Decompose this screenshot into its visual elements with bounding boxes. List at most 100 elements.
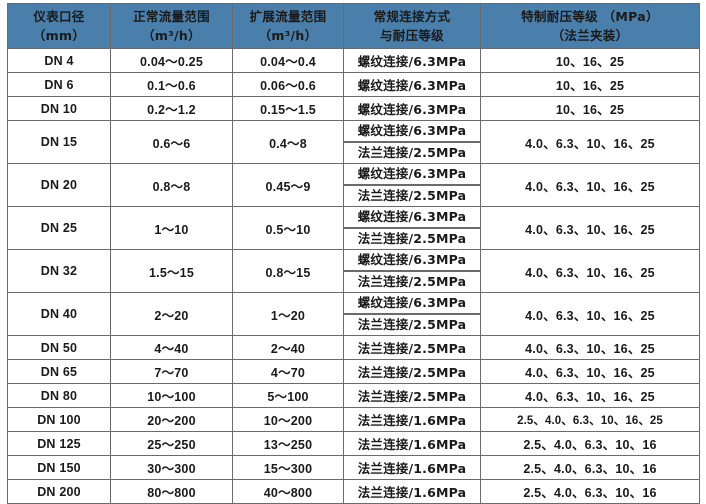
- cell-extended-flow-range: 0.04～0.4: [232, 48, 344, 73]
- cell-special-pressure-rating: 2.5、4.0、6.3、10、16、25: [480, 407, 700, 432]
- table-body: DN 4 0.04～0.25 0.04～0.4 螺纹连接/6.3MPa 10、16、25…: [7, 48, 700, 504]
- cell-connection-type: 螺纹连接/6.3MPa: [343, 96, 481, 121]
- cell-special-pressure-rating: 4.0、6.3、10、16、25: [480, 120, 700, 164]
- cell-extended-flow-range: 0.06～0.6: [232, 72, 344, 97]
- connection-option: 螺纹连接/6.3MPa: [344, 207, 480, 229]
- cell-connection-type: 法兰连接/1.6MPa: [343, 455, 481, 480]
- cell-extended-flow-range: 0.5～10: [232, 206, 344, 250]
- cell-connection-type: 螺纹连接/6.3MPa 法兰连接/2.5MPa: [343, 120, 481, 164]
- cell-normal-flow-range: 0.2～1.2: [110, 96, 233, 121]
- cell-nominal-diameter: DN 200: [7, 479, 111, 504]
- cell-normal-flow-range: 0.04～0.25: [110, 48, 233, 73]
- cell-nominal-diameter: DN 15: [7, 120, 111, 164]
- cell-extended-flow-range: 4～70: [232, 359, 344, 384]
- column-header-special-pressure-rating: 特制耐压等级 （MPa） （法兰夹装）: [480, 3, 700, 49]
- cell-connection-type: 螺纹连接/6.3MPa: [343, 72, 481, 97]
- cell-special-pressure-rating: 2.5、4.0、6.3、10、16: [480, 431, 700, 456]
- column-header-normal-flow-range: 正常流量范围 （m³/h）: [110, 3, 233, 49]
- table-row: DN 25 1～10 0.5～10 螺纹连接/6.3MPa 法兰连接/2.5MPa 4.0…: [7, 206, 700, 250]
- cell-extended-flow-range: 0.45～9: [232, 163, 344, 207]
- connection-option: 螺纹连接/6.3MPa: [344, 121, 480, 143]
- connection-option: 螺纹连接/6.3MPa: [344, 164, 480, 186]
- column-header-line1: 仪表口径: [33, 8, 85, 24]
- cell-connection-type: 法兰连接/1.6MPa: [343, 407, 481, 432]
- column-header-line1: 正常流量范围: [133, 8, 210, 24]
- connection-option: 法兰连接/2.5MPa: [357, 188, 467, 203]
- column-header-standard-connection: 常规连接方式 与耐压等级: [343, 3, 481, 49]
- table-row: DN 100 20～200 10～200 法兰连接/1.6MPa 2.5、4.0、6.3…: [7, 407, 700, 432]
- table-row: DN 50 4～40 2～40 法兰连接/2.5MPa 4.0、6.3、10、16、25: [7, 335, 700, 360]
- cell-normal-flow-range: 20～200: [110, 407, 233, 432]
- cell-normal-flow-range: 1～10: [110, 206, 233, 250]
- cell-nominal-diameter: DN 80: [7, 383, 111, 408]
- flowmeter-specification-table: 仪表口径 （mm） 正常流量范围 （m³/h） 扩展流量范围 （m³/h） 常规…: [7, 3, 700, 504]
- cell-extended-flow-range: 0.8～15: [232, 249, 344, 293]
- connection-option: 螺纹连接/6.3MPa: [344, 293, 480, 315]
- cell-normal-flow-range: 80～800: [110, 479, 233, 504]
- cell-nominal-diameter: DN 6: [7, 72, 111, 97]
- cell-normal-flow-range: 2～20: [110, 292, 233, 336]
- cell-normal-flow-range: 1.5～15: [110, 249, 233, 293]
- cell-special-pressure-rating: 4.0、6.3、10、16、25: [480, 292, 700, 336]
- cell-nominal-diameter: DN 100: [7, 407, 111, 432]
- column-header-line2: （mm）: [32, 28, 86, 43]
- cell-special-pressure-rating: 4.0、6.3、10、16、25: [480, 335, 700, 360]
- cell-nominal-diameter: DN 65: [7, 359, 111, 384]
- cell-connection-type: 螺纹连接/6.3MPa 法兰连接/2.5MPa: [343, 206, 481, 250]
- cell-special-pressure-rating: 2.5、4.0、6.3、10、16: [480, 479, 700, 504]
- table-row: DN 15 0.6～6 0.4～8 螺纹连接/6.3MPa 法兰连接/2.5MPa 4.0…: [7, 120, 700, 164]
- column-header-line2: 与耐压等级: [379, 28, 444, 43]
- cell-extended-flow-range: 1～20: [232, 292, 344, 336]
- cell-connection-type: 螺纹连接/6.3MPa: [343, 48, 481, 73]
- cell-extended-flow-range: 2～40: [232, 335, 344, 360]
- cell-special-pressure-rating: 2.5、4.0、6.3、10、16: [480, 455, 700, 480]
- cell-nominal-diameter: DN 4: [7, 48, 111, 73]
- connection-option: 法兰连接/2.5MPa: [357, 317, 467, 332]
- cell-special-pressure-rating: 10、16、25: [480, 96, 700, 121]
- cell-connection-type: 法兰连接/2.5MPa: [343, 383, 481, 408]
- cell-extended-flow-range: 5～100: [232, 383, 344, 408]
- column-header-line2: （m³/h）: [258, 28, 318, 43]
- cell-extended-flow-range: 10～200: [232, 407, 344, 432]
- column-header-line1: 扩展流量范围: [249, 8, 327, 24]
- cell-nominal-diameter: DN 150: [7, 455, 111, 480]
- cell-extended-flow-range: 13～250: [232, 431, 344, 456]
- connection-option: 螺纹连接/6.3MPa: [344, 250, 480, 272]
- column-header-nominal-diameter: 仪表口径 （mm）: [7, 3, 111, 49]
- cell-normal-flow-range: 0.8～8: [110, 163, 233, 207]
- table-row: DN 150 30～300 15～300 法兰连接/1.6MPa 2.5、4.0、6.3…: [7, 455, 700, 480]
- specification-table-container: 仪表口径 （mm） 正常流量范围 （m³/h） 扩展流量范围 （m³/h） 常规…: [7, 3, 700, 504]
- cell-connection-type: 螺纹连接/6.3MPa 法兰连接/2.5MPa: [343, 292, 481, 336]
- cell-nominal-diameter: DN 25: [7, 206, 111, 250]
- cell-special-pressure-rating: 4.0、6.3、10、16、25: [480, 383, 700, 408]
- table-row: DN 10 0.2～1.2 0.15～1.5 螺纹连接/6.3MPa 10、16、25: [7, 96, 700, 121]
- column-header-extended-flow-range: 扩展流量范围 （m³/h）: [232, 3, 344, 49]
- cell-nominal-diameter: DN 10: [7, 96, 111, 121]
- cell-normal-flow-range: 7～70: [110, 359, 233, 384]
- cell-nominal-diameter: DN 40: [7, 292, 111, 336]
- cell-extended-flow-range: 40～800: [232, 479, 344, 504]
- cell-special-pressure-rating: 4.0、6.3、10、16、25: [480, 163, 700, 207]
- cell-normal-flow-range: 0.6～6: [110, 120, 233, 164]
- cell-nominal-diameter: DN 50: [7, 335, 111, 360]
- table-row: DN 200 80～800 40～800 法兰连接/1.6MPa 2.5、4.0、6.3…: [7, 479, 700, 504]
- cell-nominal-diameter: DN 125: [7, 431, 111, 456]
- cell-nominal-diameter: DN 20: [7, 163, 111, 207]
- cell-normal-flow-range: 10～100: [110, 383, 233, 408]
- table-row: DN 32 1.5～15 0.8～15 螺纹连接/6.3MPa 法兰连接/2.5MPa 4…: [7, 249, 700, 293]
- cell-special-pressure-rating: 4.0、6.3、10、16、25: [480, 249, 700, 293]
- table-row: DN 65 7～70 4～70 法兰连接/2.5MPa 4.0、6.3、10、16、25: [7, 359, 700, 384]
- table-row: DN 6 0.1～0.6 0.06～0.6 螺纹连接/6.3MPa 10、16、25: [7, 72, 700, 97]
- cell-special-pressure-rating: 4.0、6.3、10、16、25: [480, 206, 700, 250]
- cell-nominal-diameter: DN 32: [7, 249, 111, 293]
- cell-normal-flow-range: 4～40: [110, 335, 233, 360]
- cell-connection-type: 法兰连接/2.5MPa: [343, 359, 481, 384]
- header-row: 仪表口径 （mm） 正常流量范围 （m³/h） 扩展流量范围 （m³/h） 常规…: [7, 3, 700, 49]
- connection-option: 法兰连接/2.5MPa: [357, 145, 467, 160]
- table-row: DN 4 0.04～0.25 0.04～0.4 螺纹连接/6.3MPa 10、16、25: [7, 48, 700, 73]
- table-row: DN 20 0.8～8 0.45～9 螺纹连接/6.3MPa 法兰连接/2.5MPa 4.…: [7, 163, 700, 207]
- column-header-line1: 特制耐压等级 （MPa）: [521, 8, 659, 24]
- cell-normal-flow-range: 30～300: [110, 455, 233, 480]
- cell-connection-type: 法兰连接/1.6MPa: [343, 479, 481, 504]
- cell-connection-type: 法兰连接/1.6MPa: [343, 431, 481, 456]
